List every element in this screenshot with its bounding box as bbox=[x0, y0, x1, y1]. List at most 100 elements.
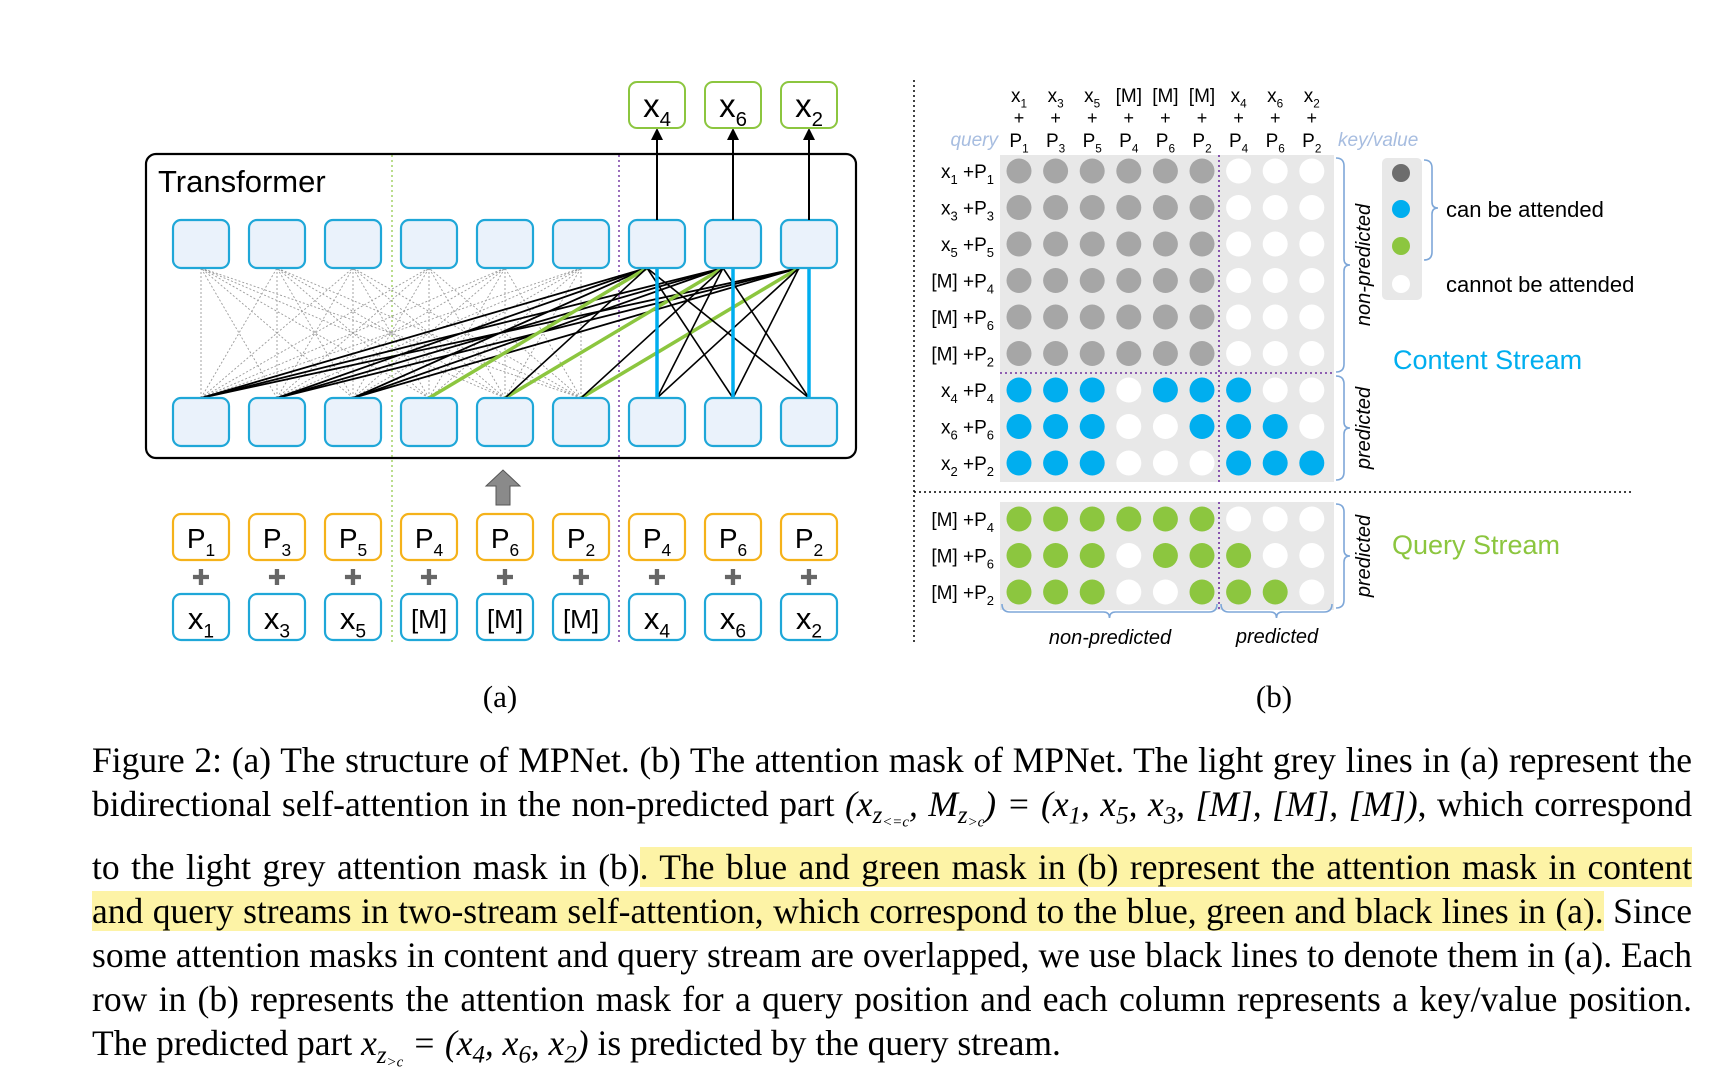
column-header-token: x2 bbox=[1304, 86, 1320, 110]
content-mask-cell bbox=[1079, 304, 1105, 330]
attention-line-grey bbox=[200, 267, 506, 399]
transformer-top-node bbox=[247, 218, 307, 270]
content-mask-cell bbox=[1152, 231, 1178, 257]
brace-non-predicted bbox=[1335, 157, 1351, 373]
attention-line-grey bbox=[504, 267, 582, 399]
content-mask-cell bbox=[1079, 450, 1105, 476]
token-label: [M] bbox=[563, 604, 599, 634]
column-header-token: x6 bbox=[1267, 86, 1284, 110]
content-mask-cell bbox=[1116, 304, 1142, 330]
content-mask-cell bbox=[1152, 268, 1178, 293]
column-header-plus: + bbox=[1087, 108, 1098, 128]
attention-line-black bbox=[200, 267, 648, 399]
content-mask-cell bbox=[1043, 341, 1069, 366]
content-mask-cell bbox=[1006, 304, 1032, 330]
content-mask-cell bbox=[1152, 195, 1178, 220]
row-label: [M] +P4 bbox=[931, 272, 994, 297]
position-label: P2 bbox=[567, 523, 595, 560]
token-label: x1 bbox=[188, 601, 214, 643]
token-box bbox=[323, 592, 383, 642]
plus-icon: ✚ bbox=[648, 565, 666, 590]
attention-line-black bbox=[200, 267, 800, 399]
token-label: x2 bbox=[796, 601, 822, 643]
content-mask-cell bbox=[1116, 341, 1142, 366]
output-label: x6 bbox=[719, 87, 747, 131]
column-header-plus: + bbox=[1233, 108, 1244, 128]
position-box bbox=[323, 512, 383, 562]
position-box bbox=[399, 512, 459, 562]
column-header-plus: + bbox=[1307, 108, 1318, 128]
content-mask-cell bbox=[1226, 231, 1252, 257]
query-mask-cell bbox=[1152, 579, 1178, 605]
column-header-position: P1 bbox=[1009, 131, 1028, 155]
attention-line-black bbox=[722, 267, 810, 399]
column-header-plus: + bbox=[1160, 108, 1171, 128]
content-mask-cell bbox=[1226, 268, 1252, 293]
legend-dot-blue bbox=[1392, 200, 1410, 218]
caption-part-a: (a) The structure of MPNet. (b) The atte… bbox=[92, 740, 1692, 824]
attention-line-grey bbox=[504, 267, 582, 399]
query-mask-cell bbox=[1262, 543, 1288, 568]
position-box bbox=[171, 512, 231, 562]
position-box bbox=[551, 512, 611, 562]
position-label: P2 bbox=[795, 523, 823, 560]
token-box bbox=[475, 592, 535, 642]
query-mask-cell bbox=[1299, 506, 1325, 532]
content-mask-cell bbox=[1043, 304, 1069, 330]
position-label: P4 bbox=[643, 523, 672, 560]
panel-b-label: (b) bbox=[1256, 679, 1292, 714]
content-mask-cell bbox=[1006, 377, 1032, 403]
content-mask-cell bbox=[1262, 414, 1288, 439]
bottom-label-non-predicted: non-predicted bbox=[1049, 627, 1172, 649]
transformer-top-node bbox=[475, 218, 535, 270]
content-mask-cell bbox=[1079, 268, 1105, 293]
content-mask-cell bbox=[1226, 341, 1252, 366]
content-mask-cell bbox=[1226, 414, 1252, 439]
content-mask-cell bbox=[1262, 195, 1288, 220]
content-mask-cell bbox=[1043, 377, 1069, 403]
content-mask-cell bbox=[1043, 158, 1069, 184]
query-mask-cell bbox=[1043, 506, 1069, 532]
content-mask-cell bbox=[1006, 195, 1032, 220]
row-label: x2 +P2 bbox=[941, 454, 994, 479]
content-mask-cell bbox=[1189, 341, 1215, 366]
caption-part-c: Since some attention masks in content an… bbox=[92, 891, 1692, 1064]
legend-dot-green bbox=[1392, 237, 1410, 255]
content-mask-cell bbox=[1189, 304, 1215, 330]
plus-icon: ✚ bbox=[724, 565, 742, 590]
attention-line-grey bbox=[200, 267, 278, 399]
content-mask-cell bbox=[1043, 414, 1069, 439]
attention-line-grey bbox=[200, 267, 582, 399]
token-box bbox=[247, 592, 307, 642]
figure-caption: Figure 2: (a) The structure of MPNet. (b… bbox=[92, 738, 1692, 1084]
row-label: x5 +P5 bbox=[941, 235, 994, 260]
query-mask-cell bbox=[1043, 543, 1069, 568]
panel-a-mpnet-structure: Transformer x4 x6 x2 P1 ✚ x1 P3 ✚ x3 P5 ✚ x5 P4 ✚ [M] P6… bbox=[144, 81, 858, 714]
row-label: [M] +P6 bbox=[931, 308, 994, 333]
attention-line-grey bbox=[428, 267, 506, 399]
query-mask-cell bbox=[1299, 579, 1325, 605]
plus-icon: ✚ bbox=[572, 565, 590, 590]
legend-swatch-background bbox=[1382, 158, 1422, 300]
content-mask-cell bbox=[1226, 158, 1252, 184]
transformer-bottom-node bbox=[247, 396, 307, 448]
content-mask-cell bbox=[1189, 268, 1215, 293]
content-mask-cell bbox=[1079, 231, 1105, 257]
column-header-position: P3 bbox=[1046, 131, 1066, 155]
row-label: [M] +P6 bbox=[931, 547, 994, 572]
row-label: x1 +P1 bbox=[941, 162, 994, 187]
side-label-predicted: predicted bbox=[1353, 386, 1375, 470]
content-mask-cell bbox=[1116, 231, 1142, 257]
position-box bbox=[627, 512, 687, 562]
side-label-non-predicted: non-predicted bbox=[1353, 203, 1375, 326]
query-mask-cell bbox=[1152, 543, 1178, 568]
plus-icon: ✚ bbox=[268, 565, 286, 590]
column-header-position: P4 bbox=[1119, 131, 1139, 155]
content-mask-cell bbox=[1006, 414, 1032, 439]
query-mask-cell bbox=[1043, 579, 1069, 605]
transformer-top-node bbox=[779, 218, 839, 270]
column-header-plus: + bbox=[1050, 108, 1061, 128]
query-mask-cell bbox=[1006, 543, 1032, 568]
transformer-top-node bbox=[399, 218, 459, 270]
brace-predicted-query bbox=[1335, 503, 1351, 609]
